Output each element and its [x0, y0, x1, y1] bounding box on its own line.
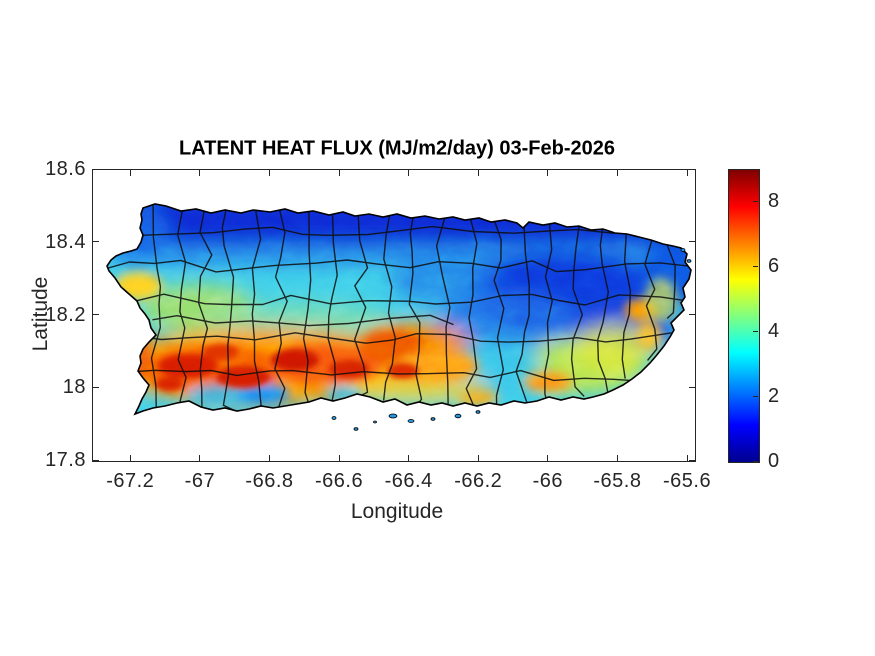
x-tick-mark: [616, 170, 618, 176]
x-tick-mark: [686, 455, 688, 461]
y-tick-mark: [689, 314, 695, 315]
x-tick-mark: [408, 455, 410, 461]
y-tick-mark: [93, 241, 99, 243]
x-tick-mark: [547, 455, 549, 461]
y-tick-label: 18.2: [45, 303, 86, 326]
y-tick-label: 17.8: [45, 449, 86, 471]
y-tick-mark: [689, 386, 695, 388]
x-tick-mark: [547, 170, 549, 176]
y-tick-mark: [93, 386, 99, 388]
y-tick-mark: [689, 459, 695, 461]
y-tick-label: 18.6: [45, 158, 86, 180]
y-tick-mark: [93, 168, 99, 170]
x-tick-mark: [199, 455, 201, 461]
x-tick-label: -66.2: [454, 470, 503, 492]
x-tick-mark: [338, 455, 340, 461]
x-tick-label: -65.6: [662, 470, 712, 492]
y-tick-mark: [689, 241, 695, 243]
x-tick-mark: [268, 170, 270, 176]
colorbar-tick-label: 2: [768, 385, 780, 408]
y-tick-mark: [93, 459, 99, 461]
x-tick-mark: [616, 455, 618, 461]
x-tick-mark: [199, 170, 201, 176]
x-tick-mark: [268, 455, 270, 461]
colorbar-tick-mark: [753, 265, 758, 267]
plot-title: LATENT HEAT FLUX (MJ/m2/day) 03-Feb-2026: [179, 137, 615, 160]
x-tick-label: -66: [532, 470, 564, 492]
x-tick-label: -65.8: [593, 470, 642, 492]
colorbar-tick-label: 6: [768, 255, 780, 278]
colorbar-tick-label: 8: [768, 190, 780, 213]
municipality-boundaries: [107, 205, 691, 412]
colorbar-tick-label: 0: [768, 450, 780, 472]
x-tick-mark: [129, 170, 131, 176]
colorbar-tick-mark: [753, 330, 758, 332]
colorbar-tick-label: 4: [768, 320, 780, 343]
x-tick-label: -66.4: [384, 470, 433, 492]
colorbar-gradient: [729, 170, 759, 462]
x-tick-mark: [477, 455, 479, 461]
x-tick-mark: [129, 455, 131, 461]
x-tick-label: -66.8: [245, 470, 294, 492]
x-tick-mark: [338, 170, 340, 176]
x-tick-label: -67.2: [106, 470, 155, 492]
colorbar-tick-mark: [753, 460, 758, 462]
axes-box: [92, 169, 696, 462]
x-tick-label: -66.6: [315, 470, 364, 492]
x-axis-label: Longitude: [350, 500, 444, 523]
x-tick-mark: [408, 170, 410, 176]
colorbar-tick-mark: [753, 395, 758, 397]
x-tick-mark: [477, 170, 479, 176]
offshore-islets: [331, 248, 692, 431]
y-tick-mark: [93, 314, 99, 315]
y-tick-label: 18: [62, 376, 86, 399]
y-tick-mark: [689, 168, 695, 170]
colorbar-tick-mark: [753, 200, 758, 202]
x-tick-mark: [686, 170, 688, 176]
y-tick-label: 18.4: [45, 230, 86, 253]
colorbar: [728, 169, 760, 463]
x-tick-label: -67: [184, 470, 216, 492]
puerto-rico-heatmap: [106, 203, 692, 431]
